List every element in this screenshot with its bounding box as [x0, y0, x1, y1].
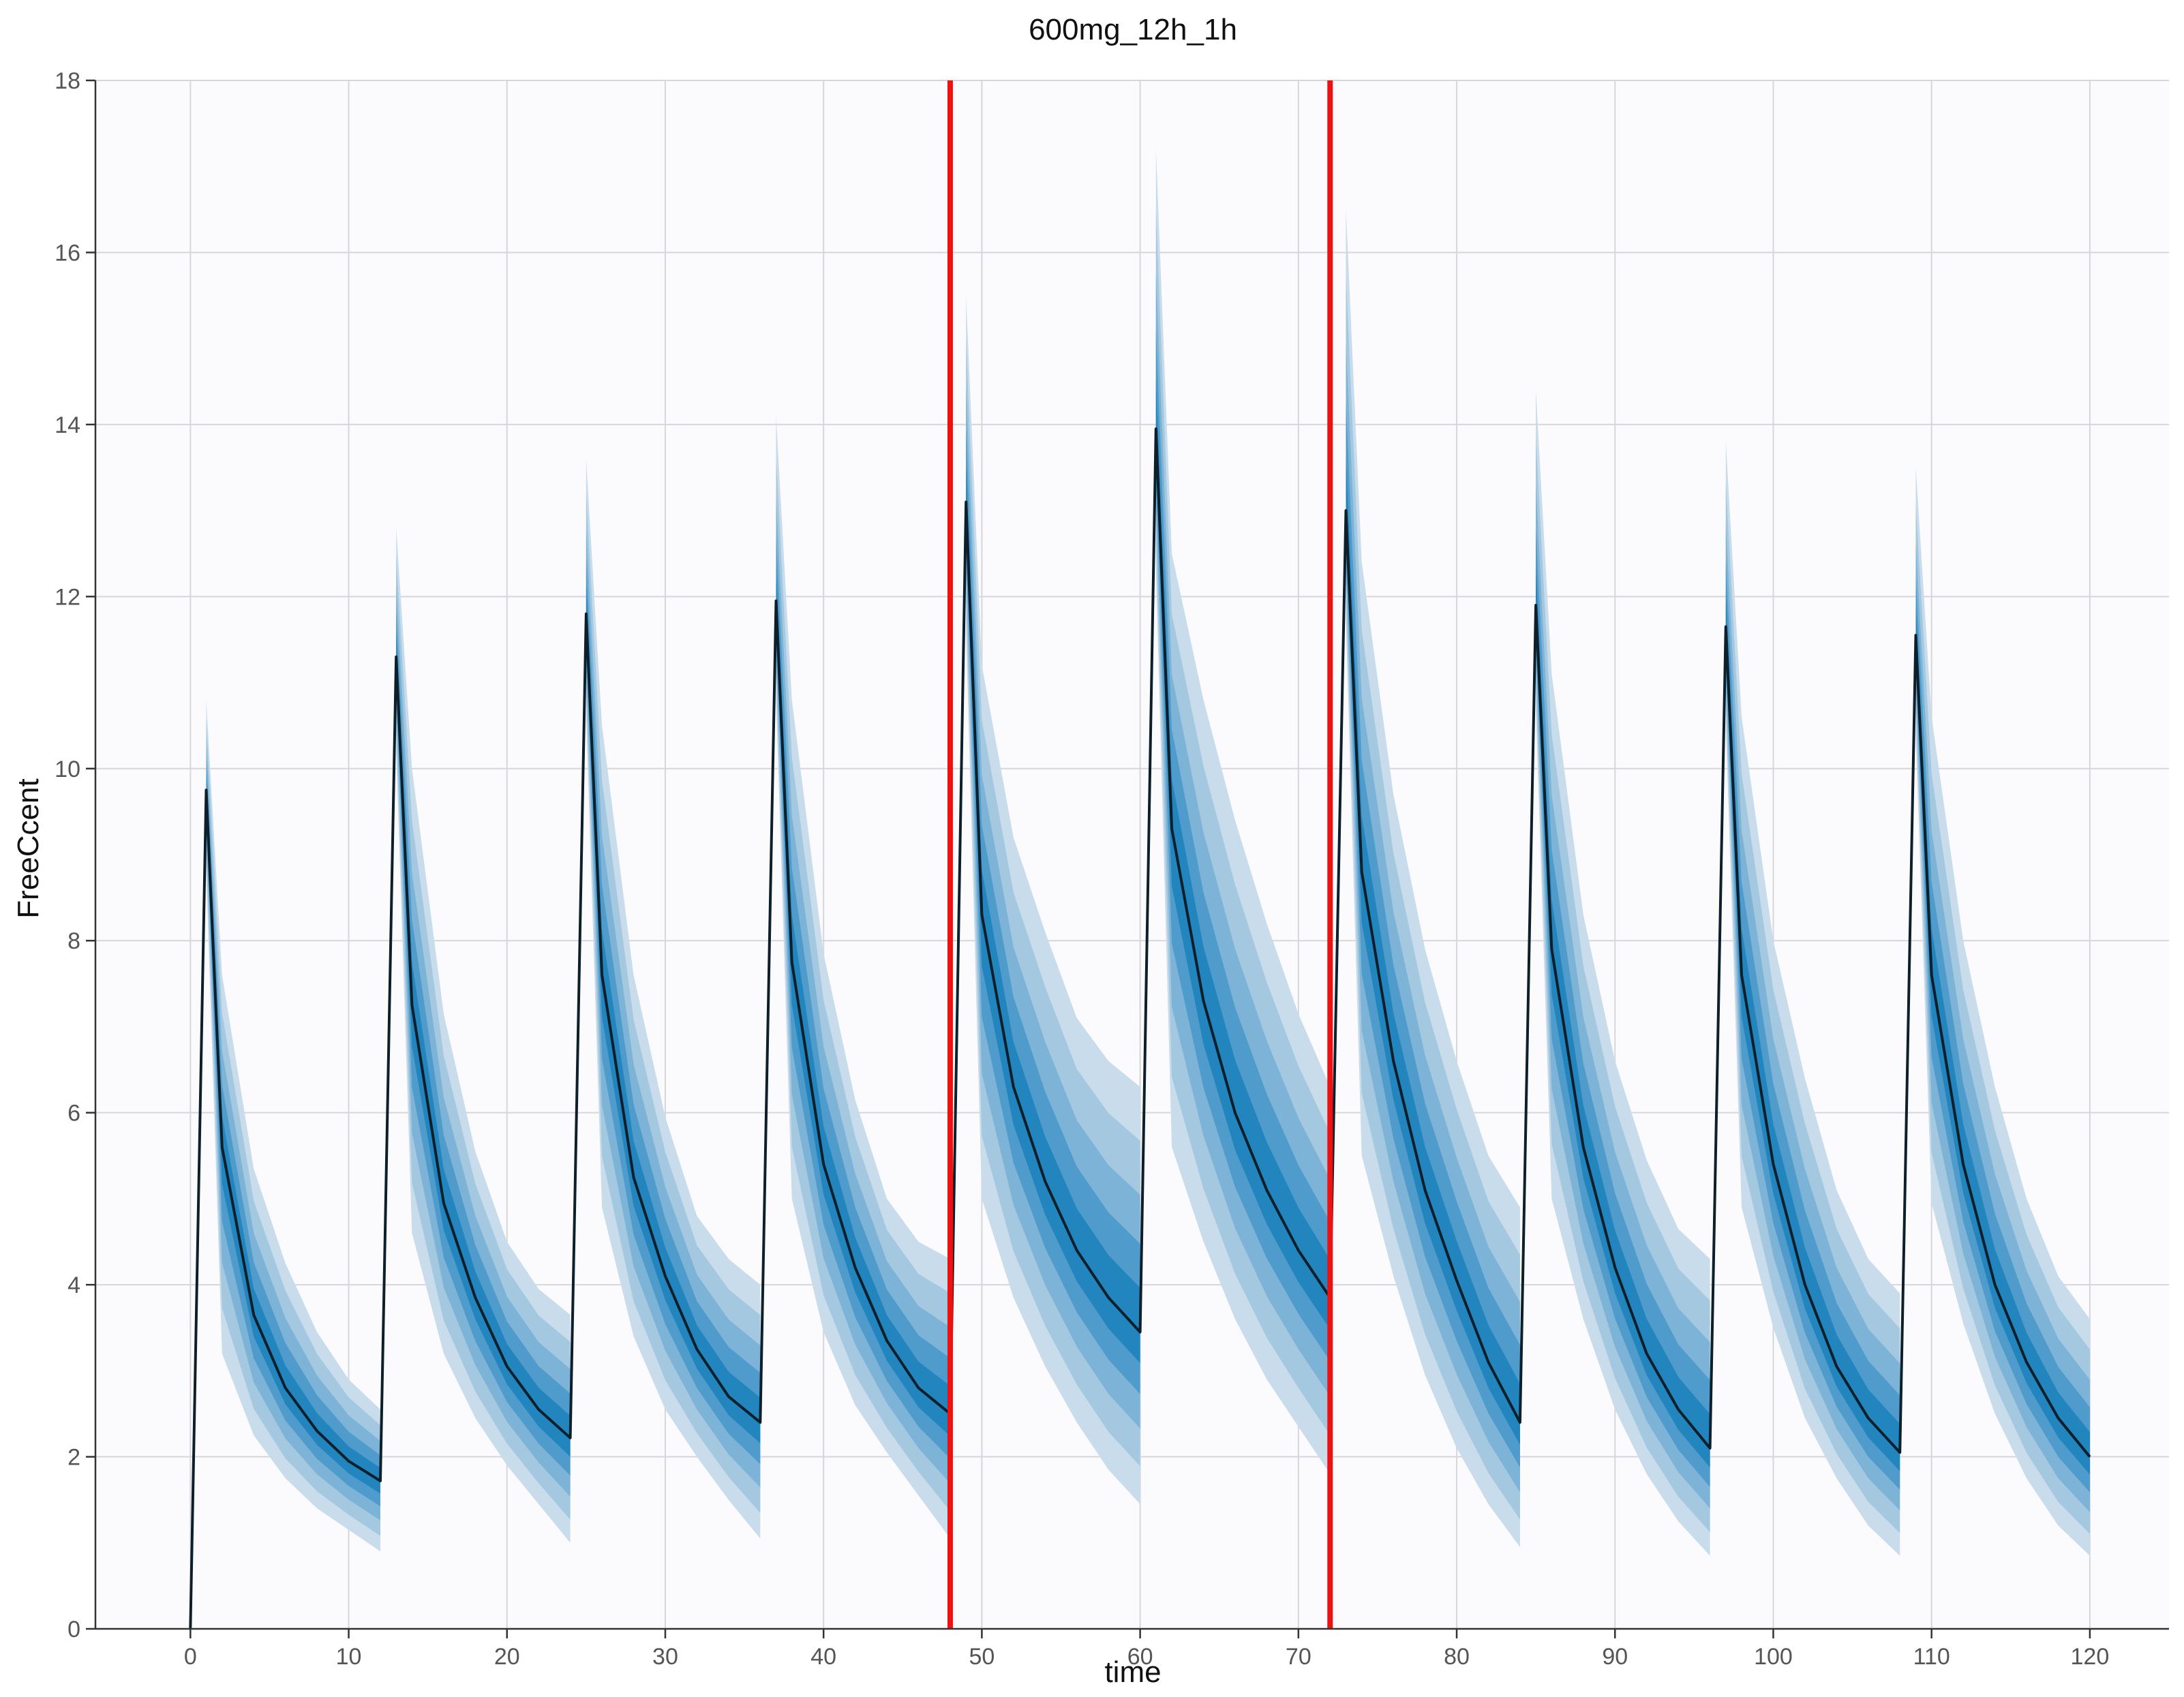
- median-curve-group: [189, 427, 2091, 1630]
- x-tick-label: 10: [336, 1644, 362, 1670]
- percentile-band: [776, 497, 950, 1484]
- percentile-band: [1155, 378, 1331, 1330]
- x-tick-label: 40: [810, 1644, 836, 1670]
- x-tick-label: 50: [969, 1644, 995, 1670]
- reference-lines: [947, 80, 1333, 1629]
- percentile-band: [776, 567, 950, 1437]
- percentile-band: [206, 757, 380, 1507]
- x-tick-label: 80: [1444, 1644, 1470, 1670]
- y-tick-label: 2: [67, 1445, 80, 1471]
- percentile-band: [1346, 275, 1520, 1520]
- x-tick-label: 90: [1602, 1644, 1628, 1670]
- x-tick-label: 100: [1754, 1644, 1793, 1670]
- median-line: [189, 427, 2091, 1630]
- percentile-band: [1155, 272, 1331, 1396]
- percentile-band: [396, 633, 571, 1457]
- y-tick-label: 4: [67, 1272, 80, 1298]
- x-tick-label: 70: [1286, 1644, 1311, 1670]
- axes: 0 2 4 6 8 10 12 14 16 18 0 10 20 30 40 50 60 70 80 90 100 110…: [55, 68, 2169, 1670]
- percentile-band: [776, 457, 950, 1512]
- y-tick-label: 18: [55, 68, 80, 94]
- x-tick-label: 20: [494, 1644, 520, 1670]
- percentile-band: [1346, 456, 1520, 1445]
- y-tick-label: 16: [55, 240, 80, 266]
- y-tick-label: 10: [55, 756, 80, 782]
- percentile-band: [1536, 437, 1710, 1532]
- percentile-band: [1725, 593, 1900, 1471]
- y-axis-label: FreeCcent: [12, 778, 45, 918]
- x-tick-label: 30: [652, 1644, 678, 1670]
- x-tick-label: 120: [2071, 1644, 2110, 1670]
- y-tick-label: 12: [55, 584, 80, 610]
- percentile-band: [586, 493, 761, 1513]
- percentile-band: [206, 774, 380, 1494]
- y-tick-label: 0: [67, 1617, 80, 1642]
- y-tick-label: 8: [67, 928, 80, 954]
- chart-title: 600mg_12h_1h: [1029, 13, 1237, 46]
- percentile-band: [966, 465, 1140, 1363]
- percentile-band: [1725, 482, 1900, 1533]
- percentile-band: [586, 585, 761, 1443]
- percentile-band: [396, 556, 571, 1520]
- x-tick-label: 0: [184, 1644, 197, 1670]
- y-tick-label: 6: [67, 1101, 80, 1127]
- x-axis-label: time: [1104, 1655, 1161, 1689]
- x-tick-label: 110: [1913, 1644, 1950, 1670]
- x-tick-label: 60: [1127, 1644, 1153, 1670]
- y-tick-label: 14: [55, 412, 80, 438]
- percentile-band: [966, 386, 1140, 1428]
